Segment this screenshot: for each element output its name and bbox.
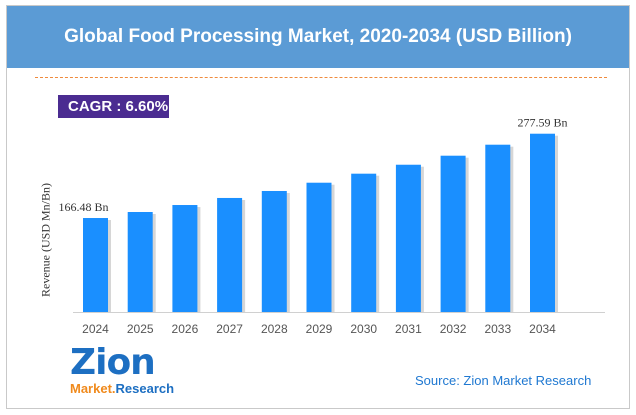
logo-sub1: Market. [70,381,116,396]
x-tick-label: 2024 [82,322,109,336]
logo-subtitle: Market.Research [70,381,182,396]
x-tick-label: 2026 [172,322,199,336]
data-label: 166.48 Bn [58,200,108,214]
x-tick-label: 2027 [216,322,243,336]
bar-2033 [485,144,511,312]
logo-sub2: Research [115,381,175,396]
x-tick-label: 2028 [261,322,288,336]
bar-2034 [530,133,555,312]
divider [35,77,607,78]
bar-2032 [440,155,466,312]
x-tick-label: 2034 [529,322,556,336]
x-tick-label: 2033 [484,322,511,336]
source-text: Source: Zion Market Research [415,373,592,388]
bar-2027 [217,197,243,312]
x-tick-label: 2029 [306,322,333,336]
cagr-badge: CAGR : 6.60% [58,95,169,118]
bar-2025 [127,212,153,312]
logo-brand: Zion [70,342,156,383]
bar-2030 [351,173,377,312]
chart-title: Global Food Processing Market, 2020-2034… [7,6,629,68]
x-tick-label: 2030 [350,322,377,336]
zion-logo: Zion Market.Research [70,343,182,403]
bar-2024 [83,218,108,312]
bar-2026 [172,205,198,312]
x-tick-label: 2031 [395,322,422,336]
x-tick-label: 2025 [127,322,154,336]
x-tick-label: 2032 [440,322,467,336]
bar-2031 [395,164,421,312]
bar-2028 [261,190,287,312]
chart-frame [6,5,630,409]
data-label: 277.59 Bn [517,116,567,130]
bar-2029 [306,182,332,312]
